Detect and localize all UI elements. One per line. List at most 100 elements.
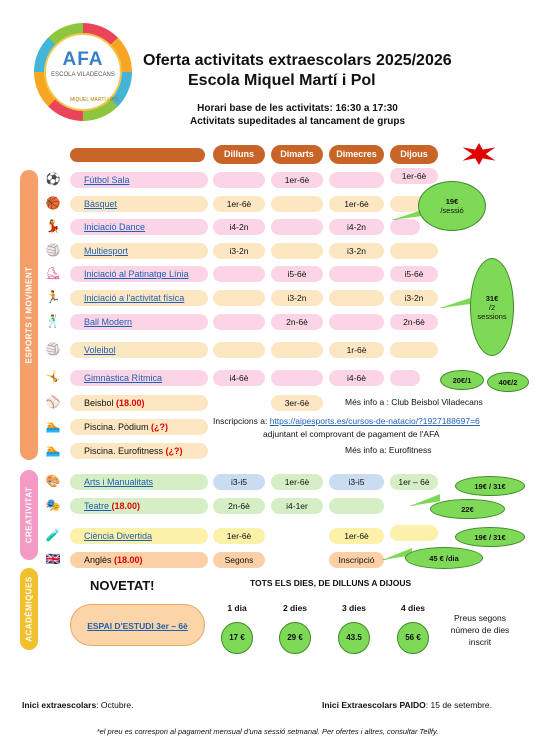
gymnastics-icon: 🤸 — [45, 370, 61, 384]
cell-volei-dimarts — [271, 342, 323, 358]
activity-beisbol-name: Beisbol — [84, 398, 117, 408]
paido-value: : 15 de setembre. — [425, 700, 492, 710]
modern-dance-icon: 🕺 — [45, 314, 61, 328]
cell-arts-dimarts: 1er-6è — [271, 474, 323, 490]
cell-dance-dijous — [390, 219, 420, 235]
section-academiques: ACADÈMIQUES — [20, 568, 38, 650]
page-subtitle: Escola Miquel Martí i Pol — [188, 72, 376, 89]
star-burst-icon — [462, 143, 496, 165]
activity-row-patinatge — [70, 266, 208, 282]
activity-row-gimnastica — [70, 370, 208, 386]
activity-row-angles — [70, 552, 208, 568]
cell-arts-dijous: 1er – 6è — [390, 474, 438, 490]
price-bubble-2-unit2: sessions — [477, 311, 507, 321]
activity-row-fisica — [70, 290, 208, 306]
activity-dance[interactable]: Iniciació Dance — [84, 222, 146, 232]
activity-gimnastica[interactable]: Gimnàstica Rítmica — [84, 373, 163, 383]
inici-paido: Inici Extraescolars PAIDO: 15 de setembr… — [322, 700, 492, 710]
comprovant-info: adjuntant el comprovant de pagament de l… — [263, 429, 440, 439]
inscripcions-label: Inscripcions a: — [213, 416, 270, 426]
cell-fisica-dilluns — [213, 290, 265, 306]
cell-gim-dimarts — [271, 370, 323, 386]
cell-multi-dijous — [390, 243, 438, 259]
cell-multi-dimecres: i3-2n — [329, 243, 384, 259]
cell-ball-dilluns — [213, 314, 265, 330]
activity-multiesport[interactable]: Multiesport — [84, 246, 129, 256]
inscripcions-info: Inscripcions a: https://aipesports.es/cu… — [213, 416, 480, 426]
option-3-dies-price: 43.5 — [338, 622, 370, 654]
eurofitness-info: Més info a: Eurofitness — [345, 445, 432, 455]
activity-podium-name: Piscina. Pòdium — [84, 422, 152, 432]
cell-ciencia-dilluns: 1er-6è — [213, 528, 265, 544]
option-1-dia-label: 1 dia — [227, 603, 247, 613]
section-academiques-label: ACADÈMIQUES — [24, 576, 34, 642]
inici-value: : Octubre. — [96, 700, 134, 710]
cell-futbol-dimarts: 1er-6è — [271, 172, 323, 188]
logo-text: AFA — [62, 49, 104, 70]
cell-ball-dimecres — [329, 314, 384, 330]
activity-futbol-sala[interactable]: Fútbol Sala — [84, 175, 130, 185]
swimming-icon: 🏊 — [45, 419, 61, 433]
cell-gim-dijous — [390, 370, 420, 386]
price-bubble-2-price: 31€ — [485, 293, 499, 303]
cell-arts-dimecres: i3-i5 — [329, 474, 384, 490]
activity-row-multiesport — [70, 243, 208, 259]
option-2-dies-price: 29 € — [279, 622, 311, 654]
option-4-dies-price: 56 € — [397, 622, 429, 654]
tots-els-dies: TOTS ELS DIES, DE DILLUNS A DIJOUS — [250, 578, 412, 588]
inici-extraescolars: Inici extraescolars: Octubre. — [22, 700, 134, 710]
activity-angles-name: Anglès — [84, 555, 115, 565]
activity-ball-modern[interactable]: Ball Modern — [84, 317, 133, 327]
activity-row-basquet — [70, 196, 208, 212]
cell-basquet-dilluns: 1er-6è — [213, 196, 265, 212]
dancer-icon: 💃 — [45, 219, 61, 233]
inici-label: Inici extraescolars — [22, 700, 97, 710]
activity-ciencia[interactable]: Ciència Divertida — [84, 531, 153, 541]
cell-patin-dimarts: i5-6è — [271, 266, 323, 282]
price-bubble-angles: 45 € /dia — [405, 547, 483, 569]
basketball-icon: 🏀 — [45, 196, 61, 210]
section-creativitat: CREATIVITAT — [20, 470, 38, 560]
activity-row-teatre — [70, 498, 208, 514]
cell-ciencia-dijous — [390, 525, 438, 541]
cell-dance-dimarts — [271, 219, 323, 235]
price-bubble-arts: 19€ / 31€ — [455, 476, 525, 496]
cell-gim-dimecres: i4-6è — [329, 370, 384, 386]
cell-teatre-dimecres — [329, 498, 384, 514]
cell-volei-dilluns — [213, 342, 265, 358]
cell-teatre-dimarts: i4-1er — [271, 498, 323, 514]
option-4-dies-label: 4 dies — [400, 603, 426, 613]
cell-futbol-dilluns — [213, 172, 265, 188]
activity-arts[interactable]: Arts i Manualitats — [84, 477, 154, 487]
price-bubble-2-unit: /2 — [488, 302, 496, 312]
price-bubble-sessio: 19€ /sessió — [418, 181, 486, 231]
activity-row-arts — [70, 474, 208, 490]
activity-voleibol[interactable]: Voleibol — [84, 345, 116, 355]
day-header-dilluns: Dilluns — [213, 145, 265, 164]
bubble-tail-2 — [440, 298, 470, 308]
afa-logo: AFA ESCOLA VILADECANS MIQUEL MARTÍ I POL — [34, 23, 132, 121]
price-bubble-20-1: 20€/1 — [440, 370, 484, 390]
activity-teatre-name[interactable]: Teatre — [84, 501, 112, 511]
activity-basquet[interactable]: Bàsquet — [84, 199, 118, 209]
section-esports: ESPORTS I MOVIMENT — [20, 170, 38, 460]
option-3-dies-label: 3 dies — [341, 603, 367, 613]
inscripcions-link[interactable]: https://aipesports.es/cursos-de-natacio/… — [269, 416, 480, 426]
espai-estudi-button[interactable]: ESPAI D'ESTUDI 3er – 6è — [70, 604, 205, 646]
test-tube-icon: 🧪 — [45, 528, 61, 542]
cell-volei-dijous — [390, 342, 438, 358]
cell-volei-dimecres: 1r-6è — [329, 342, 384, 358]
option-1-dia-price: 17 € — [221, 622, 253, 654]
activity-row-beisbol — [70, 395, 208, 411]
activity-fisica[interactable]: Iniciació a l'activitat física — [84, 293, 185, 303]
price-bubble-sessio-unit: /sessió — [440, 206, 464, 215]
section-esports-label: ESPORTS I MOVIMENT — [24, 266, 34, 364]
hours-text: Horari base de les activitats: 16:30 a 1… — [197, 103, 398, 114]
activity-teatre: Teatre (18.00) — [84, 498, 140, 514]
uk-flag-icon: 🇬🇧 — [45, 552, 61, 566]
activity-row-voleibol — [70, 342, 208, 358]
cell-futbol-dijous: 1er-6è — [390, 168, 438, 184]
cell-angles-dimecres: Inscripció — [329, 552, 384, 568]
activity-patinatge[interactable]: Iniciació al Patinatge Línia — [84, 269, 189, 279]
price-bubble-40-2: 40€/2 — [487, 372, 529, 392]
